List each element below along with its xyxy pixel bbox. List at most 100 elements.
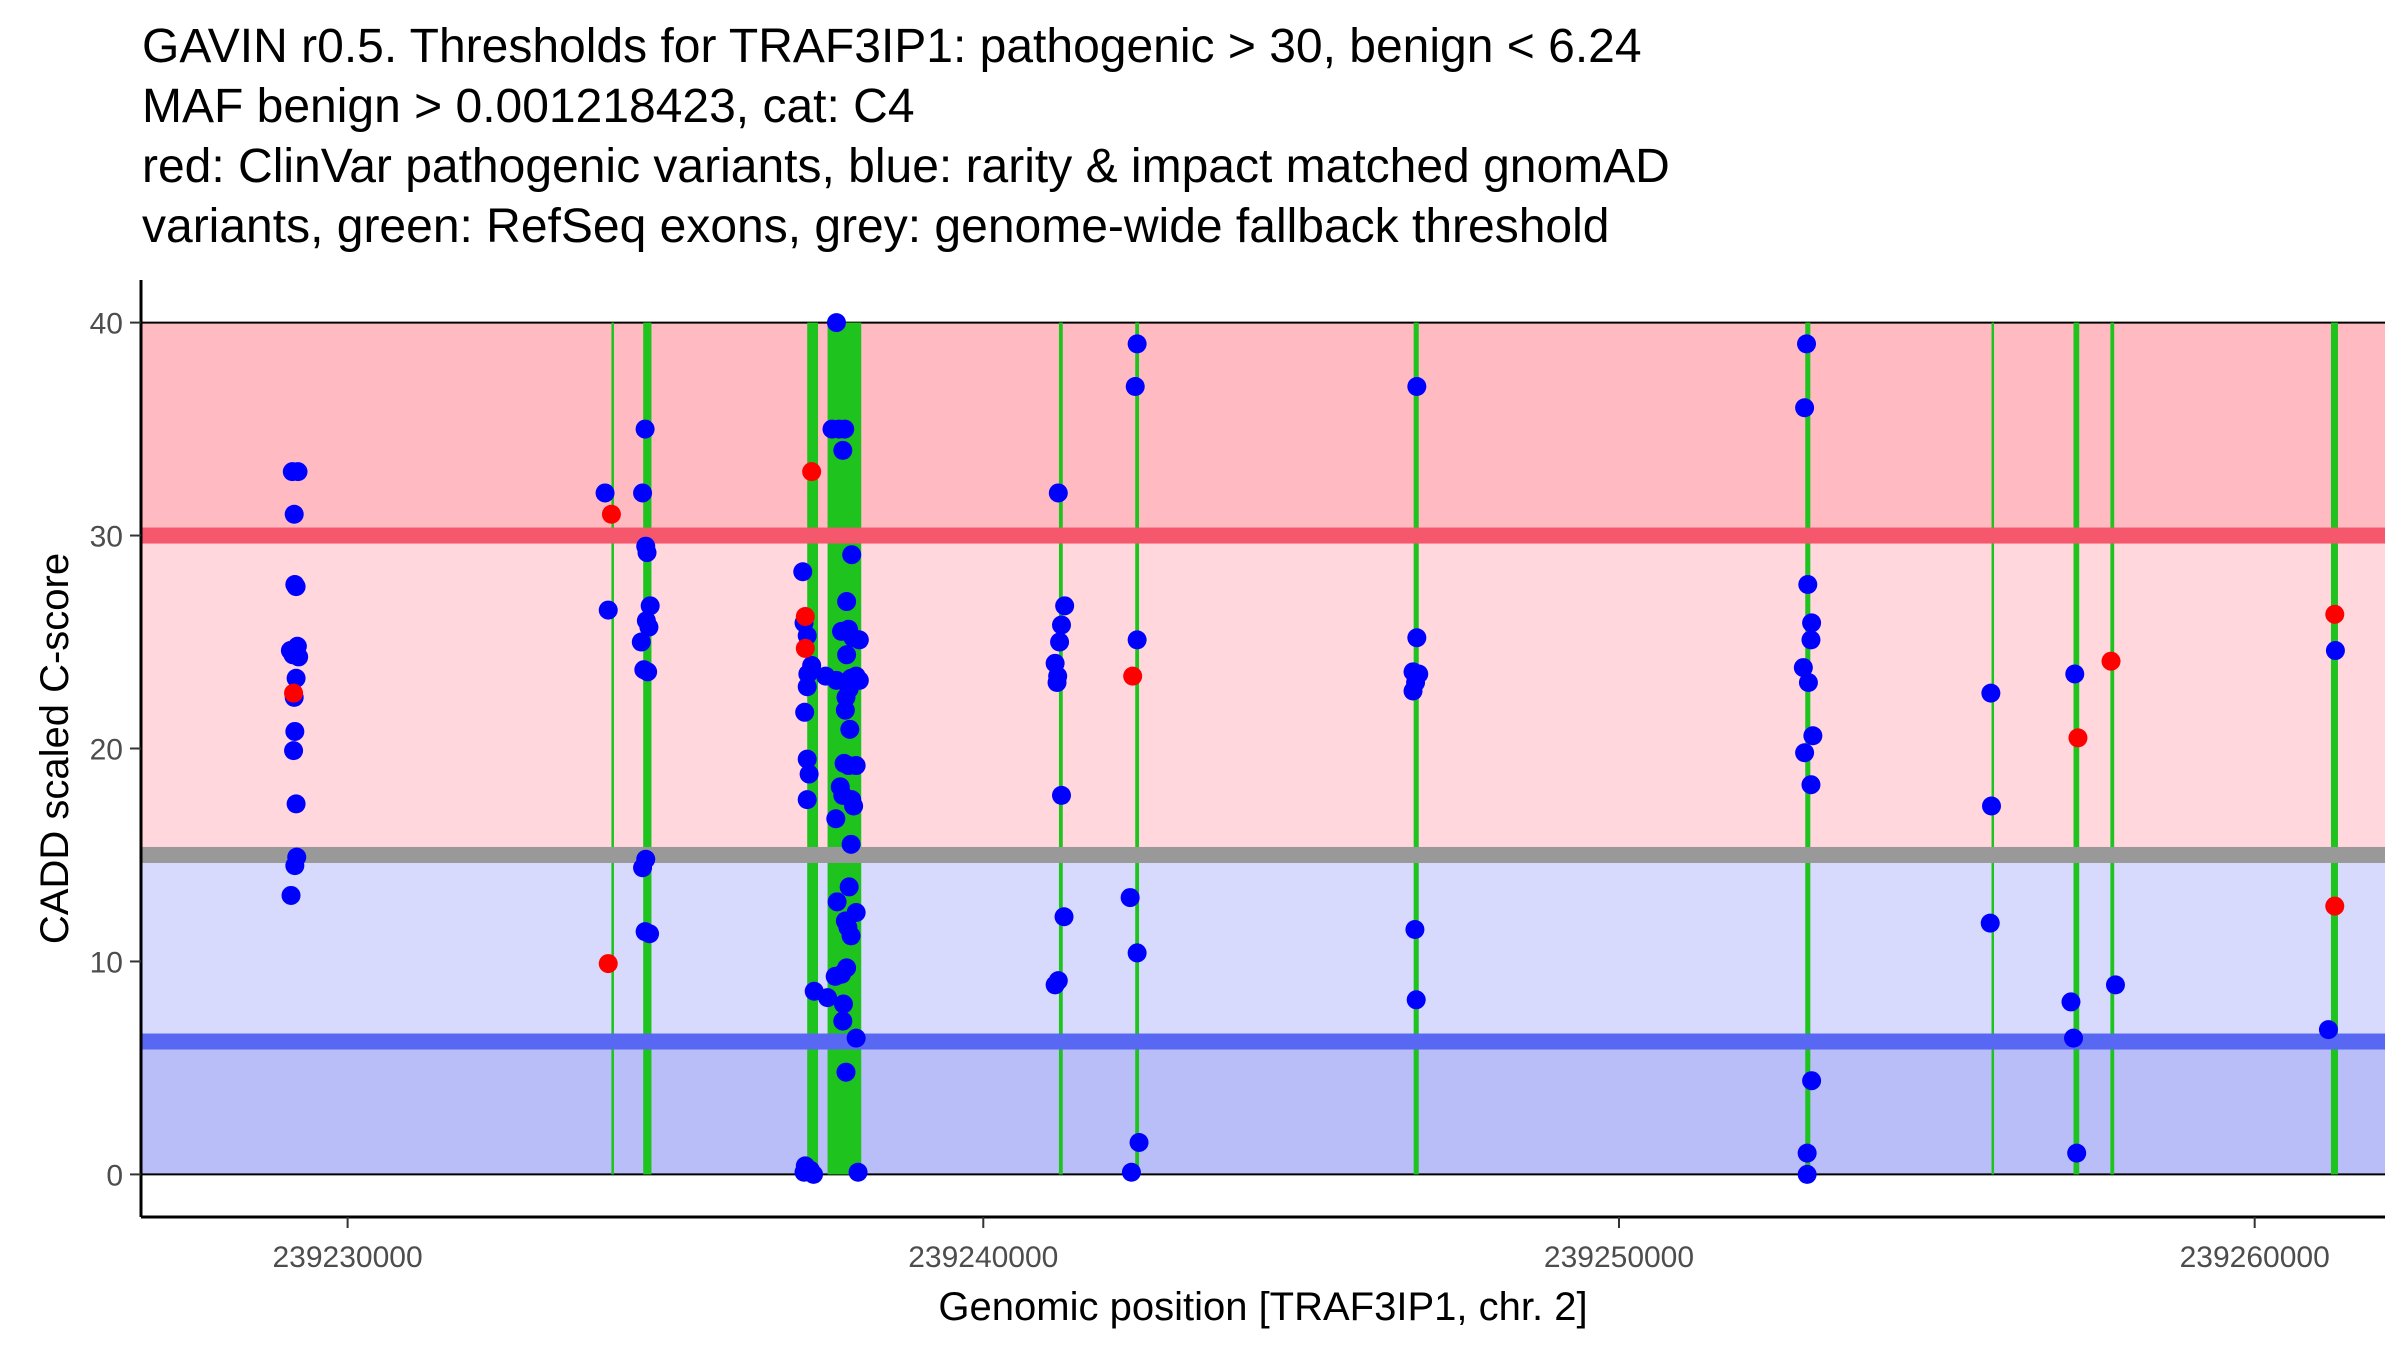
gnomad-point	[1798, 575, 1818, 595]
exon-line	[2110, 322, 2115, 1175]
gnomad-point	[849, 630, 869, 650]
clinvar-point	[795, 638, 815, 658]
axes: 239230000 239240000 239250000 239260000 0 10…	[90, 280, 2385, 1274]
threshold-lines	[141, 527, 2385, 1050]
gnomad-point	[1047, 672, 1067, 692]
benign-threshold-line	[141, 1033, 2385, 1050]
x-tick-label: 239230000	[273, 1241, 423, 1274]
gnomad-point	[1051, 785, 1071, 805]
clinvar-point	[2068, 728, 2088, 748]
gnomad-point	[1055, 596, 1075, 616]
gnomad-point	[1050, 632, 1070, 652]
gnomad-point	[804, 1164, 824, 1184]
chart-title-line-4: variants, green: RefSeq exons, grey: gen…	[142, 200, 1609, 253]
gnomad-point	[1802, 613, 1822, 633]
gnomad-point	[598, 600, 618, 620]
gnomad-point	[2325, 641, 2345, 661]
gnomad-point	[797, 790, 817, 810]
gnomad-point	[1127, 943, 1147, 963]
gnomad-point	[833, 1011, 853, 1031]
gnomad-point	[840, 719, 860, 739]
x-tick-label: 239240000	[908, 1241, 1058, 1274]
exon-line	[1413, 322, 1419, 1175]
pathogenic-threshold-line	[141, 527, 2385, 544]
gnomad-point	[826, 313, 846, 333]
gnomad-point	[1406, 990, 1426, 1010]
gnomad-point	[1797, 1164, 1817, 1184]
gnomad-point	[288, 462, 308, 482]
exon-line	[1058, 322, 1063, 1175]
exon-line	[611, 322, 614, 1175]
pathogenic-region-band	[141, 322, 2385, 536]
gnomad-point	[1793, 658, 1813, 678]
exon-line	[1135, 322, 1140, 1175]
gnomad-point	[844, 796, 864, 816]
exon-line	[2330, 322, 2338, 1175]
gnomad-point	[833, 440, 853, 460]
gnomad-point	[799, 764, 819, 784]
gnomad-point	[832, 964, 852, 984]
gnomad-point	[795, 702, 815, 722]
gnomad-point	[633, 858, 653, 878]
clinvar-point	[598, 954, 618, 974]
clinvar-point	[795, 606, 815, 626]
gnomad-point	[1798, 672, 1818, 692]
gnomad-point	[631, 632, 651, 652]
gnomad-point	[1797, 334, 1817, 354]
x-axis-title: Genomic position [TRAF3IP1, chr. 2]	[938, 1285, 1587, 1329]
gnomad-point	[1120, 888, 1140, 908]
gnomad-point	[639, 617, 659, 637]
gnomad-point	[1801, 775, 1821, 795]
gnomad-point	[285, 721, 305, 741]
y-tick-label: 0	[106, 1159, 123, 1192]
clinvar-point	[2101, 651, 2121, 671]
gnomad-point	[1801, 630, 1821, 650]
gnomad-point	[841, 834, 861, 854]
gnomad-point	[835, 700, 855, 720]
gnomad-point	[2105, 975, 2125, 995]
gnomad-point	[839, 679, 859, 699]
gnomad-point	[640, 596, 660, 616]
gnomad-point	[637, 543, 657, 563]
gnomad-point	[833, 994, 853, 1014]
gnomad-point	[1982, 796, 2002, 816]
gnomad-point	[1048, 483, 1068, 503]
gnomad-point	[793, 562, 813, 582]
x-tick-label: 239260000	[2180, 1241, 2330, 1274]
chart-title-line-1: GAVIN r0.5. Thresholds for TRAF3IP1: pat…	[142, 20, 1642, 73]
x-axis-ticks: 239230000 239240000 239250000 239260000	[273, 1217, 2330, 1274]
gnomad-point	[1045, 975, 1065, 995]
y-tick-label: 40	[90, 308, 123, 341]
lower-middle-region-band	[141, 854, 2385, 1042]
gnomad-point	[289, 647, 309, 667]
gnomad-point	[1127, 630, 1147, 650]
gnomad-point	[286, 668, 306, 688]
upper-middle-region-band	[141, 535, 2385, 855]
gnomad-point	[1121, 1162, 1141, 1182]
gnomad-point	[1795, 743, 1815, 763]
exon-line	[643, 322, 652, 1175]
gnomad-point	[284, 504, 304, 524]
gnomad-point	[842, 545, 862, 565]
chart-title-line-2: MAF benign > 0.001218423, cat: C4	[142, 80, 915, 133]
benign-region-band	[141, 1041, 2385, 1175]
gnomad-point	[2318, 1020, 2338, 1040]
clinvar-point	[2325, 604, 2345, 624]
gnomad-point	[846, 1028, 866, 1048]
gnomad-point	[1403, 681, 1423, 701]
chart-title: GAVIN r0.5. Thresholds for TRAF3IP1: pat…	[142, 20, 1670, 253]
clinvar-point	[601, 504, 621, 524]
gnomad-point	[1797, 1143, 1817, 1163]
gnomad-point	[848, 1162, 868, 1182]
gnomad-point	[1795, 398, 1815, 418]
gnomad-point	[284, 741, 304, 761]
y-tick-label: 20	[90, 734, 123, 767]
gnomad-point	[797, 749, 817, 769]
gnomad-point	[1125, 376, 1145, 396]
gnomad-point	[1054, 907, 1074, 927]
fallback-threshold-line	[141, 846, 2385, 863]
gnomad-point	[1981, 683, 2001, 703]
clinvar-point	[2325, 896, 2345, 916]
gnomad-point	[1407, 628, 1427, 648]
